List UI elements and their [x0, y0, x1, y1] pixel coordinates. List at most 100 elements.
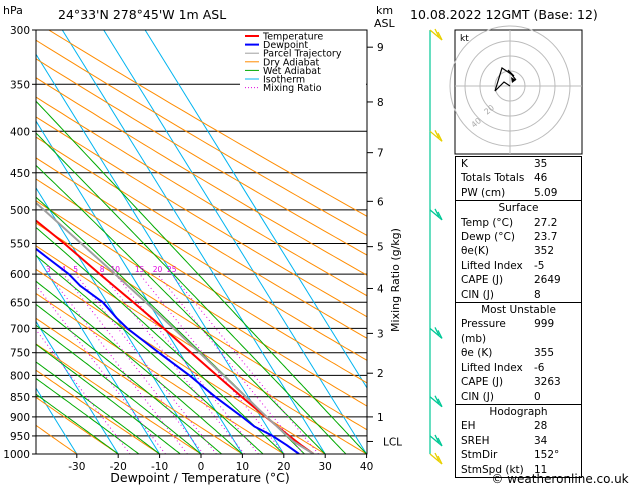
pressure-tick-label: 900 — [10, 412, 30, 424]
dry-adiabat-line — [36, 157, 367, 361]
wind-barb-icon — [429, 208, 443, 221]
isotherm-line — [36, 53, 285, 454]
hodograph-unit: kt — [460, 34, 469, 44]
legend-entry: Mixing Ratio — [263, 83, 322, 94]
surface-title: Surface — [498, 202, 539, 215]
pressure-tick-label: 400 — [10, 126, 30, 138]
dry-adiabat-line — [36, 268, 326, 454]
pressure-tick-label: 1000 — [3, 449, 30, 461]
mixing-ratio-axis-label: Mixing Ratio (g/kg) — [389, 228, 402, 332]
legend-entry: Wet Adiabat — [263, 66, 321, 77]
index-row: θe (K) 355 — [461, 347, 555, 360]
isotherm-line — [61, 30, 326, 454]
index-row: Lifted Index -6 — [461, 361, 545, 374]
km-tick-label: 6 — [377, 196, 384, 208]
mixing-ratio-label: 15 — [135, 265, 145, 274]
dry-adiabat-line — [36, 200, 367, 407]
isotherm-line — [36, 320, 119, 454]
dry-adiabat-line — [36, 77, 367, 276]
dry-adiabat-line — [36, 222, 367, 431]
km-tick-label: 5 — [377, 242, 384, 254]
most-unstable-title: Most Unstable — [481, 304, 556, 317]
dry-adiabat-line — [36, 58, 367, 256]
km-tick-label: 2 — [377, 368, 384, 380]
pressure-tick-label: 800 — [10, 370, 30, 382]
wet-adiabat-line — [36, 343, 181, 454]
wet-adiabat-line — [36, 280, 243, 454]
chart-axes: 3003504004505005506006507007508008509009… — [3, 25, 402, 473]
index-row: EH 28 — [461, 420, 548, 433]
isotherm-line — [36, 253, 161, 454]
index-row: StmDir 152° — [461, 449, 560, 462]
x-tick-label: -20 — [110, 461, 127, 473]
asl-label: ASL — [374, 17, 396, 30]
pressure-tick-label: 950 — [10, 431, 30, 443]
dry-adiabat-line — [36, 136, 367, 339]
hodograph-title: Hodograph — [489, 405, 548, 418]
chart-grid — [36, 30, 367, 454]
km-tick-label: 4 — [377, 283, 384, 295]
hodograph-trace — [494, 67, 517, 92]
location-text: 24°33'N 278°45'W 1m ASL — [58, 7, 226, 22]
wet-adiabat-line — [36, 303, 223, 454]
wind-barb-icon — [429, 434, 443, 447]
mixing-ratio-label: 5 — [73, 265, 78, 274]
x-tick-label: 40 — [360, 461, 373, 473]
x-tick-label: 20 — [277, 461, 290, 473]
pressure-tick-label: 750 — [10, 348, 30, 360]
index-row: CAPE (J) 3263 — [461, 376, 561, 389]
wet-adiabat-line — [36, 377, 140, 454]
dry-adiabat-line — [36, 396, 119, 454]
mixing-ratio-line — [171, 273, 319, 454]
dry-adiabat-line — [36, 39, 367, 237]
index-row: Temp (°C) 27.2 — [461, 216, 558, 229]
isotherm-line — [103, 30, 367, 454]
index-row: CIN (J) 0 — [461, 390, 541, 403]
wet-adiabat-line — [36, 393, 119, 454]
index-row: CAPE (J) 2649 — [461, 274, 561, 287]
hpa-label: hPa — [3, 4, 23, 17]
km-tick-label: 7 — [377, 148, 384, 160]
mixing-ratio-label: 25 — [167, 265, 177, 274]
wind-barb-icon — [429, 395, 443, 408]
pressure-tick-label: 350 — [10, 79, 30, 91]
index-row: Dewp (°C) 23.7 — [461, 231, 558, 244]
chart-series: 12345810152025 — [36, 201, 315, 454]
index-row: Totals Totals 46 — [461, 172, 548, 185]
hodograph-frame — [454, 29, 583, 155]
wet-adiabat-line — [36, 132, 347, 454]
isotherm-line — [36, 186, 202, 454]
pressure-tick-label: 700 — [10, 323, 30, 335]
lcl-label: LCL — [383, 436, 402, 448]
km-tick-label: 9 — [377, 42, 384, 54]
wind-barb-icon — [429, 452, 443, 465]
x-tick-label: 0 — [198, 461, 205, 473]
legend-background — [240, 31, 366, 91]
mixing-ratio-label: 3 — [46, 265, 51, 274]
wet-adiabat-line — [36, 100, 367, 454]
index-row: θe(K) 352 — [461, 245, 555, 258]
hodograph-box: Hodograph EH 28 SREH 34 StmDir 152° StmSpd … — [455, 403, 582, 478]
pressure-tick-label: 500 — [10, 205, 30, 217]
index-row: Pressure (mb) 999 — [461, 318, 555, 345]
mixing-ratio-label: 20 — [153, 265, 163, 274]
dry-adiabat-line — [36, 369, 160, 454]
wet-adiabat-line — [36, 324, 202, 454]
km-tick-label: 1 — [377, 412, 384, 424]
wet-adiabat-line — [36, 361, 160, 454]
wind-barb-icon — [429, 327, 443, 339]
x-tick-label: -30 — [68, 461, 85, 473]
wet-adiabat-line — [36, 254, 264, 454]
x-tick-label: 10 — [236, 461, 249, 473]
isotherm-line — [144, 30, 367, 389]
pressure-tick-label: 550 — [10, 238, 30, 250]
datetime-text: 10.08.2022 12GMT (Base: 12) — [410, 7, 598, 22]
km-tick-label: 8 — [377, 97, 384, 109]
stability-indices-box: K 35 Totals Totals 46 PW (cm) 5.09 — [455, 156, 582, 201]
mixing-ratio-line — [114, 273, 259, 454]
mixing-ratio-line — [139, 273, 285, 454]
credit-text: © weatheronline.co.uk — [491, 472, 628, 486]
parcel-trajectory-line — [36, 201, 315, 454]
wet-adiabat-line — [36, 226, 285, 454]
